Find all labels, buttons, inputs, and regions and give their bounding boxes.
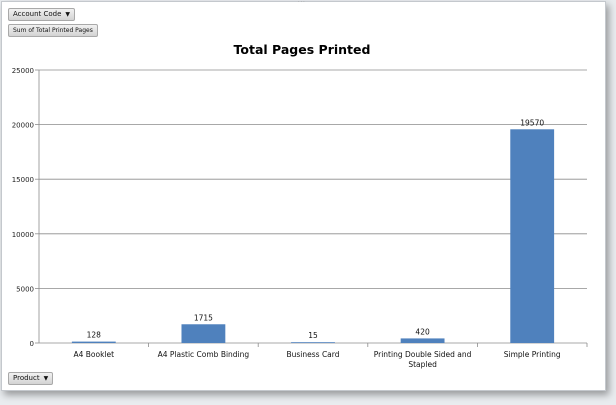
chart-title: Total Pages Printed: [234, 42, 371, 57]
x-tick-label: A4 Booklet: [74, 350, 115, 359]
bar[interactable]: [181, 324, 226, 343]
y-tick-label: 5000: [16, 285, 34, 293]
chart-frame: ··· Account Code ▼ Sum of Total Printed P…: [1, 0, 606, 391]
x-tick-label: Printing Double Sided and Stapled: [374, 350, 472, 369]
y-tick-label: 10000: [12, 231, 34, 239]
data-label: 1715: [194, 313, 213, 322]
x-tick-label: A4 Plastic Comb Binding: [158, 350, 250, 359]
data-label: 128: [87, 331, 102, 340]
values-field-label: Sum of Total Printed Pages: [13, 27, 93, 34]
bar[interactable]: [400, 338, 445, 343]
y-tick-label: 25000: [12, 67, 34, 75]
y-tick-label: 0: [30, 340, 34, 348]
resize-grip[interactable]: ···: [298, 0, 306, 5]
account-code-filter-label: Account Code: [13, 10, 62, 18]
x-tick-label: Simple Printing: [504, 350, 561, 359]
y-tick-label: 15000: [12, 176, 34, 184]
product-axis-field-label: Product: [13, 374, 40, 382]
bar[interactable]: [71, 341, 116, 343]
account-code-filter-button[interactable]: Account Code ▼: [8, 8, 76, 21]
chevron-down-icon: ▼: [43, 375, 49, 382]
chevron-down-icon: ▼: [65, 11, 71, 18]
bar-chart: Total Pages Printed 0 5000 10000 15000 20000…: [12, 42, 588, 369]
y-tick-label: 20000: [12, 122, 34, 130]
x-tick-label: Business Card: [286, 350, 339, 359]
product-axis-field-button[interactable]: Product ▼: [8, 372, 54, 385]
bar[interactable]: [510, 129, 555, 343]
bar[interactable]: [291, 342, 335, 343]
data-label: 420: [415, 327, 430, 336]
data-label: 15: [308, 331, 318, 340]
values-field-button[interactable]: Sum of Total Printed Pages: [8, 24, 98, 37]
data-label: 19570: [520, 118, 544, 127]
